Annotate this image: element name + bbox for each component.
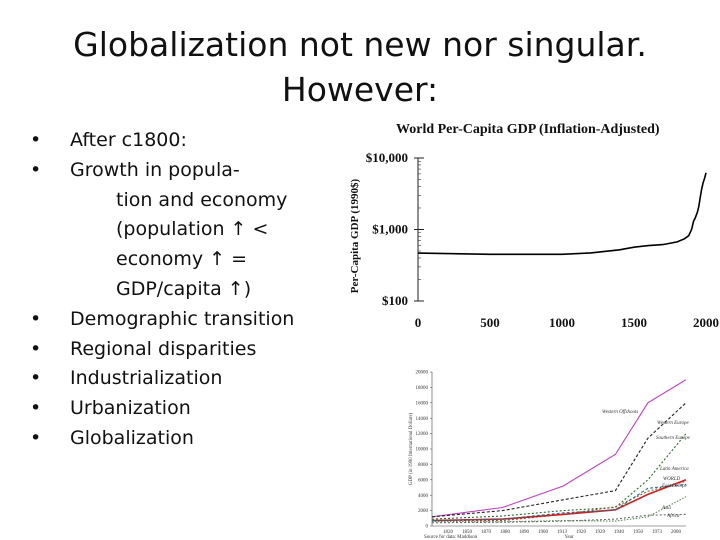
chart-1-x-tick-label: 0 (415, 315, 422, 330)
bullet-text: Demographic transition (70, 307, 295, 330)
chart-1-x-tick-label: 500 (480, 315, 500, 330)
bullet-item: • Regional disparities (28, 335, 328, 365)
bullet-text: GDP/capita ↑) (116, 277, 252, 300)
chart-1-x-tick-label: 1000 (549, 315, 575, 330)
chart-1-series-line (417, 172, 707, 256)
bullet-text: Globalization (70, 426, 194, 449)
chart-2-series-label: Asia (661, 506, 671, 511)
chart-1-y-tick-label: $100 (382, 293, 408, 308)
chart-2-x-tick-label: 1900 (538, 530, 549, 535)
bullet-dot-icon: • (30, 426, 42, 449)
chart-2-y-tick-label: 0 (426, 525, 429, 530)
chart-1-svg: $100 $1,000 $10,000 0 500 1000 1500 2000 (366, 150, 719, 330)
chart-2-series-label: Africa (666, 514, 680, 519)
bullet-text: (population ↑ < (116, 218, 269, 241)
chart-2-x-tick-label: 1929 (595, 530, 606, 535)
chart-2-y-tick-label: 2000 (418, 509, 429, 514)
bullet-text: After c1800: (70, 129, 187, 151)
chart-2-x-tick-label: 1870 (481, 530, 492, 535)
chart-2-series-line (431, 479, 687, 522)
chart-2-series-line (431, 433, 687, 520)
chart-2-y-tick-label: 8000 (418, 463, 429, 468)
chart-2-x-tick-label: 2000 (671, 530, 682, 535)
bullet-text: Urbanization (70, 397, 191, 420)
chart-2-series-label: Western Europe (657, 421, 689, 426)
chart-2-x-tick-label: 1973 (652, 530, 663, 535)
chart-1-y-tick-label: $10,000 (366, 150, 408, 165)
chart-1-y-tick-label: $1,000 (372, 222, 408, 237)
slide-title: Globalization not new nor singular. Howe… (40, 22, 680, 112)
chart-2-series-line (431, 513, 687, 524)
chart-2-y-tick-label: 16000 (416, 401, 429, 406)
chart-2-series-label: Southern Europe (656, 436, 691, 441)
slide-title-line-2: However: (281, 70, 439, 109)
bullet-item-continuation: tion and economy (28, 186, 328, 216)
chart-2-x-tick-label: 1913 (557, 530, 568, 535)
bullet-item-continuation: (population ↑ < (28, 215, 328, 245)
chart-2-series-line (432, 480, 687, 522)
chart-1-x-tick-label: 2000 (693, 315, 719, 330)
chart-2-y-tick-label: 20000 (416, 371, 429, 376)
chart-2-svg: 0 2000 4000 6000 8000 10000 12000 14000 16000 180… (409, 371, 691, 538)
chart-2-y-tick-label: 18000 (416, 386, 429, 391)
chart-2-series-line (431, 496, 687, 523)
bullet-item-continuation: economy ↑ = (28, 245, 328, 275)
chart-1-title: World Per-Capita GDP (Inflation-Adjusted… (396, 122, 660, 137)
bullet-dot-icon: • (30, 337, 42, 360)
bullet-item: • Demographic transition (28, 305, 328, 335)
chart-2-y-tick-label: 6000 (418, 478, 429, 483)
chart-2-x-tick-label: 1850 (462, 530, 473, 535)
bullet-dot-icon: • (30, 129, 42, 151)
chart-2-x-tick-label: 1820 (443, 530, 454, 535)
bullet-list: • After c1800: • Growth in popula-tion and … (28, 126, 328, 454)
bullet-item: • Urbanization (28, 394, 328, 424)
chart-2-y-tick-label: 12000 (416, 432, 429, 437)
bullet-item: • Globalization (28, 424, 328, 454)
bullet-item: • Industrialization (28, 364, 328, 394)
chart-2-x-tick-label: 1890 (519, 530, 530, 535)
chart-2-series-line (431, 402, 687, 518)
bullet-dot-icon: • (30, 367, 42, 390)
chart-2-series-line (431, 483, 687, 522)
chart-2-y-tick-label: 4000 (418, 494, 429, 499)
chart-1-y-axis-label: Per-Capita GDP (1990$) (349, 178, 361, 294)
bullet-item: • After c1800: (28, 126, 328, 156)
chart-2-y-tick-label: 14000 (416, 417, 429, 422)
bullet-item-continuation: GDP/capita ↑) (28, 275, 328, 305)
slide-title-line-1: Globalization not new nor singular. (73, 25, 647, 64)
chart-2-series-label: East Europe (661, 484, 687, 489)
chart-2-y-tick-label: 10000 (416, 448, 429, 453)
chart-2-source-note: Source for data: Maddison (424, 535, 478, 538)
bullet-dot-icon: • (30, 307, 42, 330)
chart-2-x-tick-label: 1940 (614, 530, 625, 535)
bullet-dot-icon: • (30, 158, 42, 181)
chart-2-x-tick-label: 1920 (576, 530, 587, 535)
bullet-dot-icon: • (30, 397, 42, 420)
bullet-text: Growth in popula- (70, 158, 240, 181)
bullet-text: tion and economy (116, 188, 288, 211)
bullet-text: economy ↑ = (116, 248, 248, 271)
bullet-text: Regional disparities (70, 337, 257, 360)
chart-2-x-axis-label: Year (564, 535, 574, 538)
bullet-item: • Growth in popula- (28, 156, 328, 186)
chart-1-x-tick-label: 1500 (621, 315, 647, 330)
chart-2-x-tick-label: 1880 (500, 530, 511, 535)
regional-gdp-chart: 0 2000 4000 6000 8000 10000 12000 14000 16000 180… (394, 366, 694, 538)
world-gdp-per-capita-chart: $100 $1,000 $10,000 0 500 1000 1500 2000 World … (338, 120, 720, 340)
bullet-text: Industrialization (70, 367, 223, 390)
chart-2-series-label: WORLD (663, 477, 681, 482)
chart-2-y-axis-label: GDP (in 1990 International Dollars) (409, 413, 414, 486)
chart-2-series-line (431, 379, 687, 518)
chart-2-x-tick-label: 1950 (633, 530, 644, 535)
chart-2-series-label: Latin America (659, 467, 689, 472)
chart-2-series-label: Western Offshoots (602, 410, 638, 415)
